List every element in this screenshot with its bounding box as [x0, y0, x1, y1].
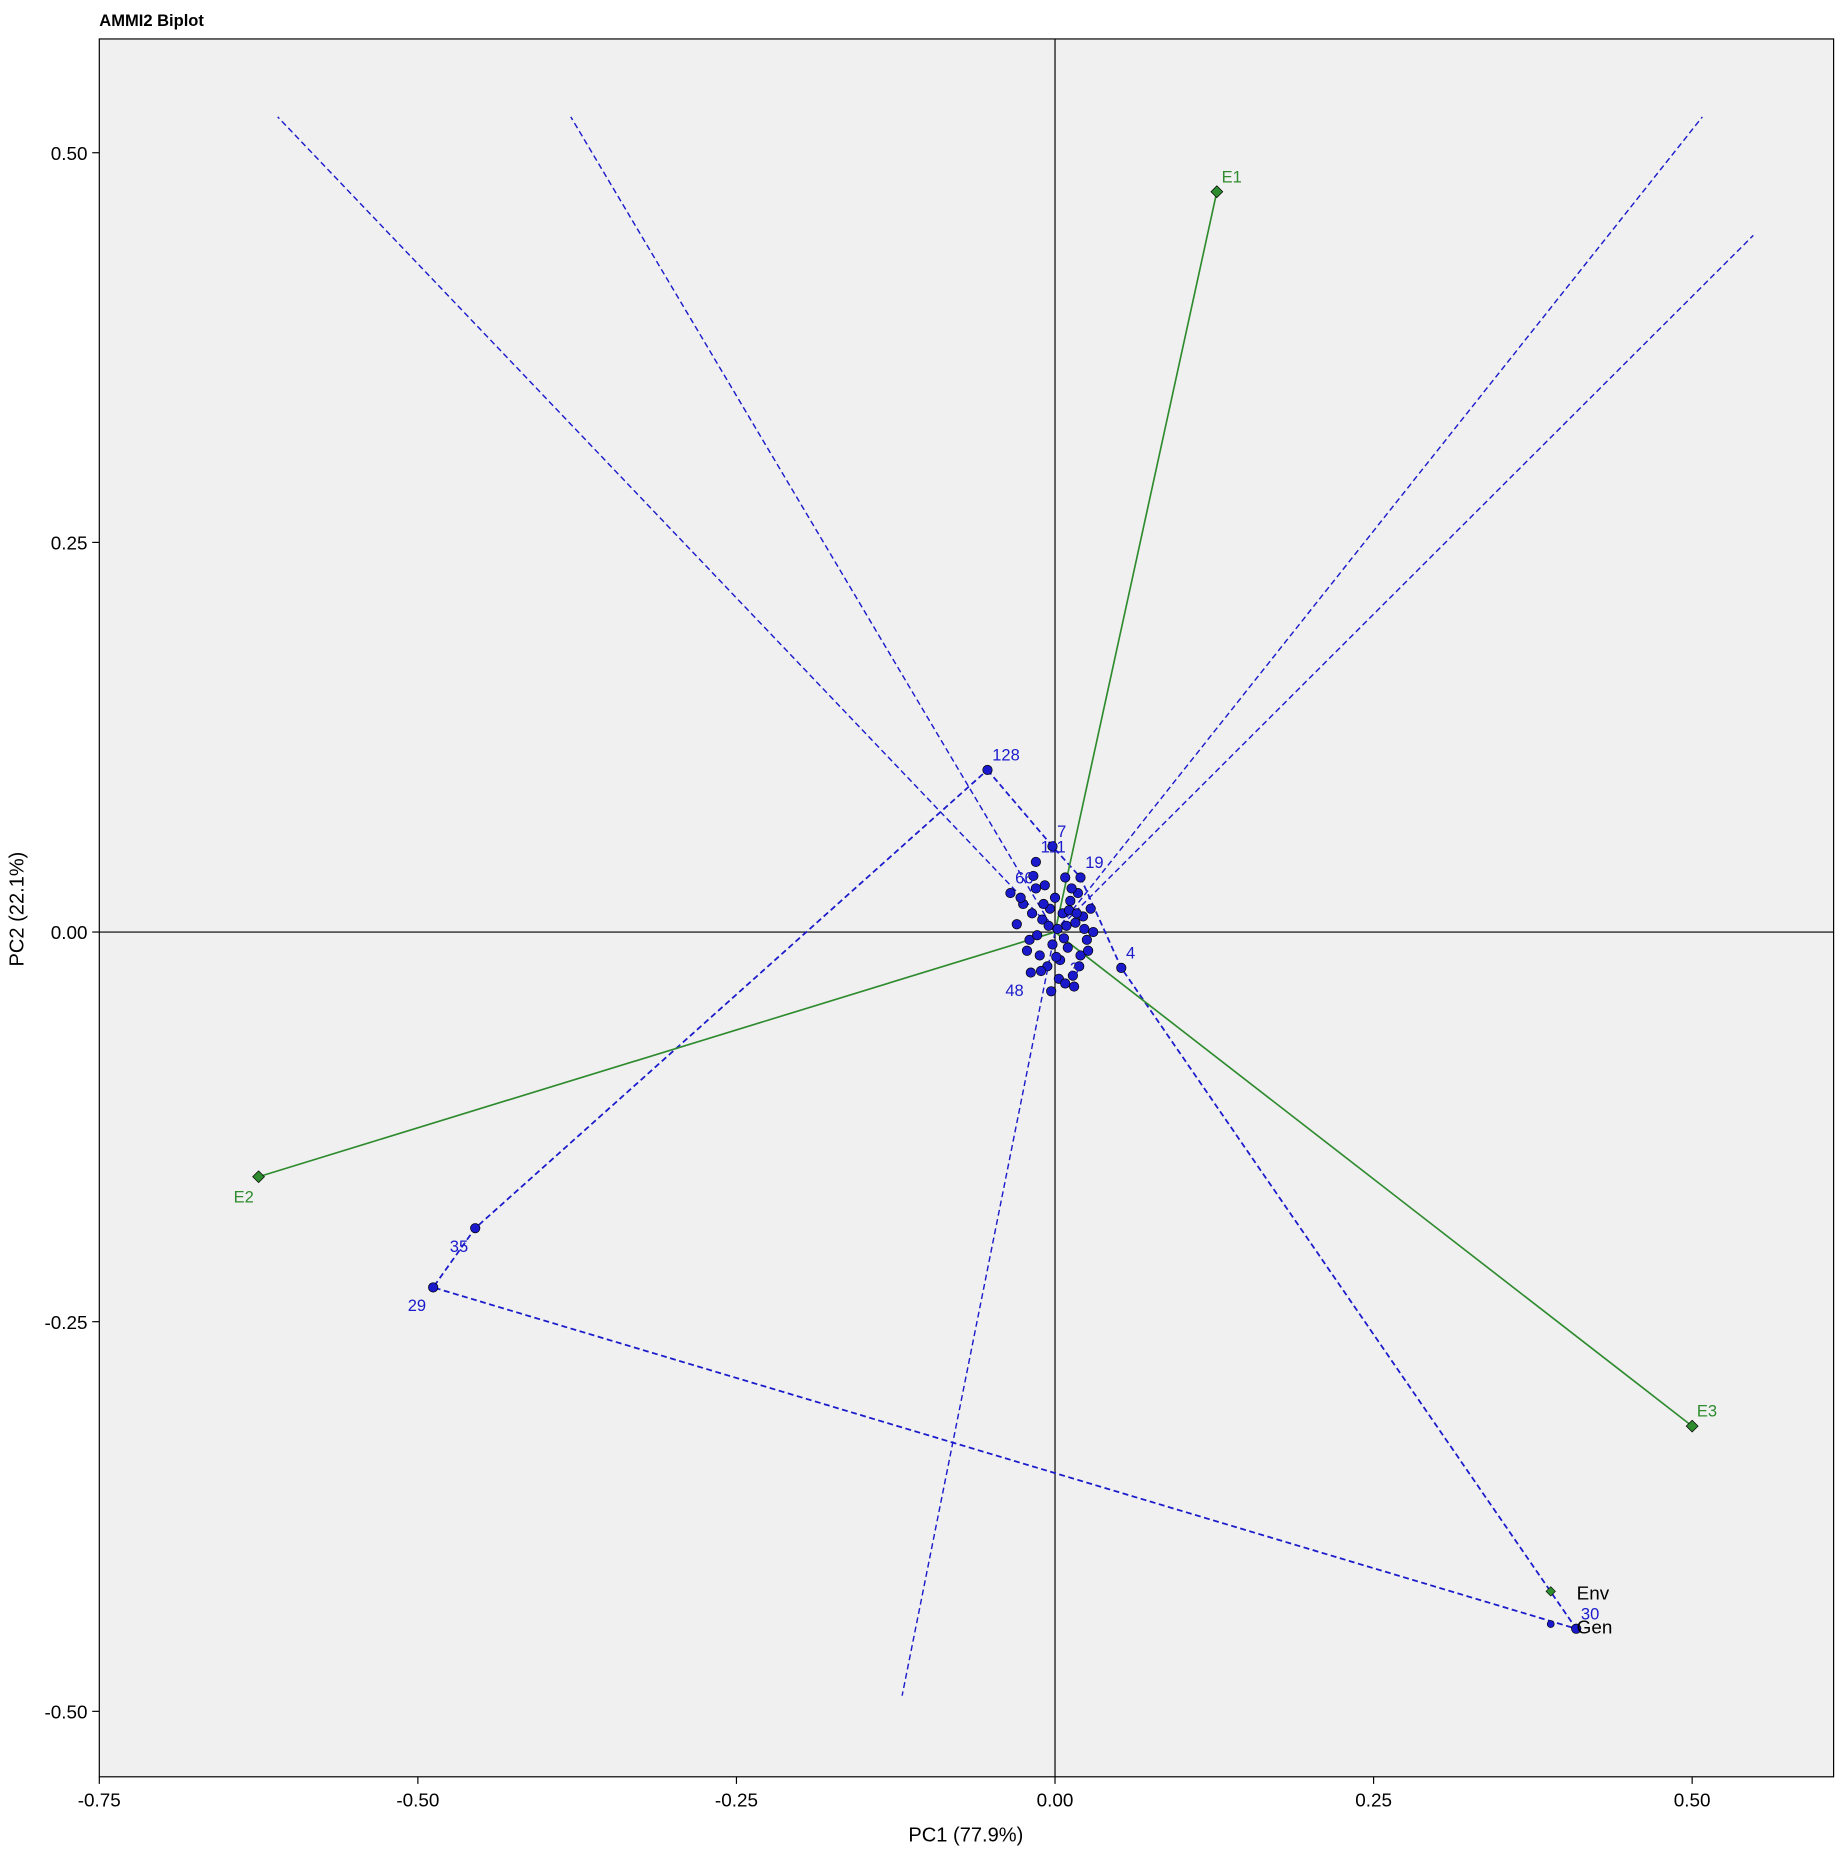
- genotype-point: [1039, 880, 1050, 891]
- sector-line: [901, 931, 1056, 1696]
- sector-line: [1054, 234, 1754, 933]
- genotype-point: [1067, 970, 1078, 981]
- genotype-label: 29: [408, 1296, 426, 1315]
- genotype-label: 35: [450, 1237, 468, 1256]
- x-tick-label: 0.50: [1674, 1790, 1711, 1811]
- x-tick-label: -0.75: [78, 1790, 121, 1811]
- genotype-label: 19: [1085, 853, 1103, 872]
- hull-polygon: [431, 768, 1579, 1631]
- y-tick-label: -0.50: [44, 1702, 87, 1723]
- y-tick-label: -0.25: [44, 1313, 87, 1334]
- genotype-point: [1028, 870, 1039, 882]
- y-axis-label: PC2 (22.1%): [7, 852, 29, 967]
- genotype-point: [1069, 981, 1080, 992]
- env-mean-label: Env: [1577, 1584, 1610, 1605]
- genotype-point: [1074, 961, 1085, 972]
- genotype-point: [1088, 926, 1099, 938]
- genotype-point: [1047, 939, 1058, 950]
- sector-line: [1054, 116, 1703, 933]
- genotype-label: 3: [1070, 959, 1079, 978]
- genotype-point: [1046, 986, 1057, 997]
- genotype-label: 4: [1126, 943, 1135, 962]
- environment-vector: [258, 931, 1056, 1178]
- genotype-label: 7: [1057, 822, 1066, 841]
- environment-vector: [1054, 191, 1218, 933]
- genotype-point: [1058, 933, 1070, 944]
- genotype-point: [1049, 892, 1061, 903]
- genotype-point: [470, 1223, 481, 1234]
- genotype-point: [1052, 923, 1063, 934]
- genotype-point: [1085, 903, 1096, 914]
- env-mean-point: [1545, 1586, 1556, 1597]
- genotype-point: [1060, 978, 1071, 989]
- gen-mean-label: Gen: [1577, 1618, 1613, 1639]
- x-axis-label: PC1 (77.9%): [908, 1825, 1023, 1847]
- genotype-point: [1030, 883, 1041, 894]
- genotype-point: [1038, 898, 1049, 910]
- environment-point: [252, 1170, 265, 1184]
- x-tick-label: -0.50: [396, 1790, 439, 1811]
- genotype-label: 128: [992, 746, 1020, 765]
- environment-label: E2: [234, 1188, 254, 1207]
- genotype-point: [1116, 962, 1127, 973]
- environment-point: [1685, 1419, 1699, 1433]
- genotype-point: [1571, 1623, 1582, 1634]
- genotype-point: [1060, 872, 1071, 883]
- genotype-point: [1032, 930, 1043, 941]
- genotype-point: [1079, 923, 1090, 934]
- genotype-point: [1062, 942, 1073, 953]
- genotype-point: [1081, 934, 1092, 945]
- x-tick-label: 0.00: [1037, 1790, 1074, 1811]
- genotype-point: [428, 1282, 439, 1293]
- genotype-label: 66: [1015, 869, 1033, 888]
- genotype-point: [1061, 920, 1072, 931]
- genotype-point: [1030, 856, 1041, 867]
- genotype-point: [1024, 934, 1035, 945]
- genotype-point: [1034, 950, 1045, 961]
- environment-vector: [1054, 931, 1693, 1427]
- genotype-point: [1075, 872, 1086, 883]
- genotype-point: [1075, 950, 1086, 961]
- genotype-point: [1083, 945, 1094, 956]
- genotype-point: [1025, 967, 1036, 978]
- genotype-point: [1065, 895, 1076, 906]
- genotype-point: [1015, 892, 1026, 903]
- y-tick-label: 0.50: [51, 144, 88, 165]
- sector-line: [277, 116, 1056, 933]
- environment-point: [1210, 185, 1224, 199]
- genotype-label: 30: [1581, 1604, 1599, 1623]
- genotype-label: 111: [1041, 837, 1066, 856]
- genotype-point: [1005, 887, 1016, 899]
- environment-label: E3: [1697, 1402, 1717, 1421]
- genotype-point: [1047, 841, 1058, 852]
- environment-label: E1: [1222, 167, 1242, 186]
- genotype-point: [1070, 917, 1081, 928]
- gen-mean-point: [1546, 1620, 1555, 1628]
- genotype-label: 48: [1005, 981, 1023, 1000]
- x-tick-label: 0.25: [1355, 1790, 1392, 1811]
- genotype-point: [1027, 908, 1038, 919]
- genotype-point: [1071, 908, 1082, 919]
- genotype-point: [1035, 965, 1047, 977]
- genotype-point: [1011, 919, 1022, 930]
- y-tick-label: 0.25: [51, 533, 88, 554]
- genotype-point: [1037, 914, 1048, 925]
- genotype-point: [1043, 920, 1054, 931]
- x-tick-label: -0.25: [715, 1790, 758, 1811]
- genotype-point: [982, 764, 993, 776]
- plot-area: [98, 38, 1835, 1778]
- sector-line: [570, 116, 1056, 933]
- genotype-point: [1066, 883, 1077, 894]
- genotype-point: [1051, 951, 1062, 963]
- y-tick-label: 0.00: [51, 923, 88, 944]
- chart-title: AMMI2 Biplot: [99, 11, 204, 30]
- genotype-point: [1021, 945, 1033, 956]
